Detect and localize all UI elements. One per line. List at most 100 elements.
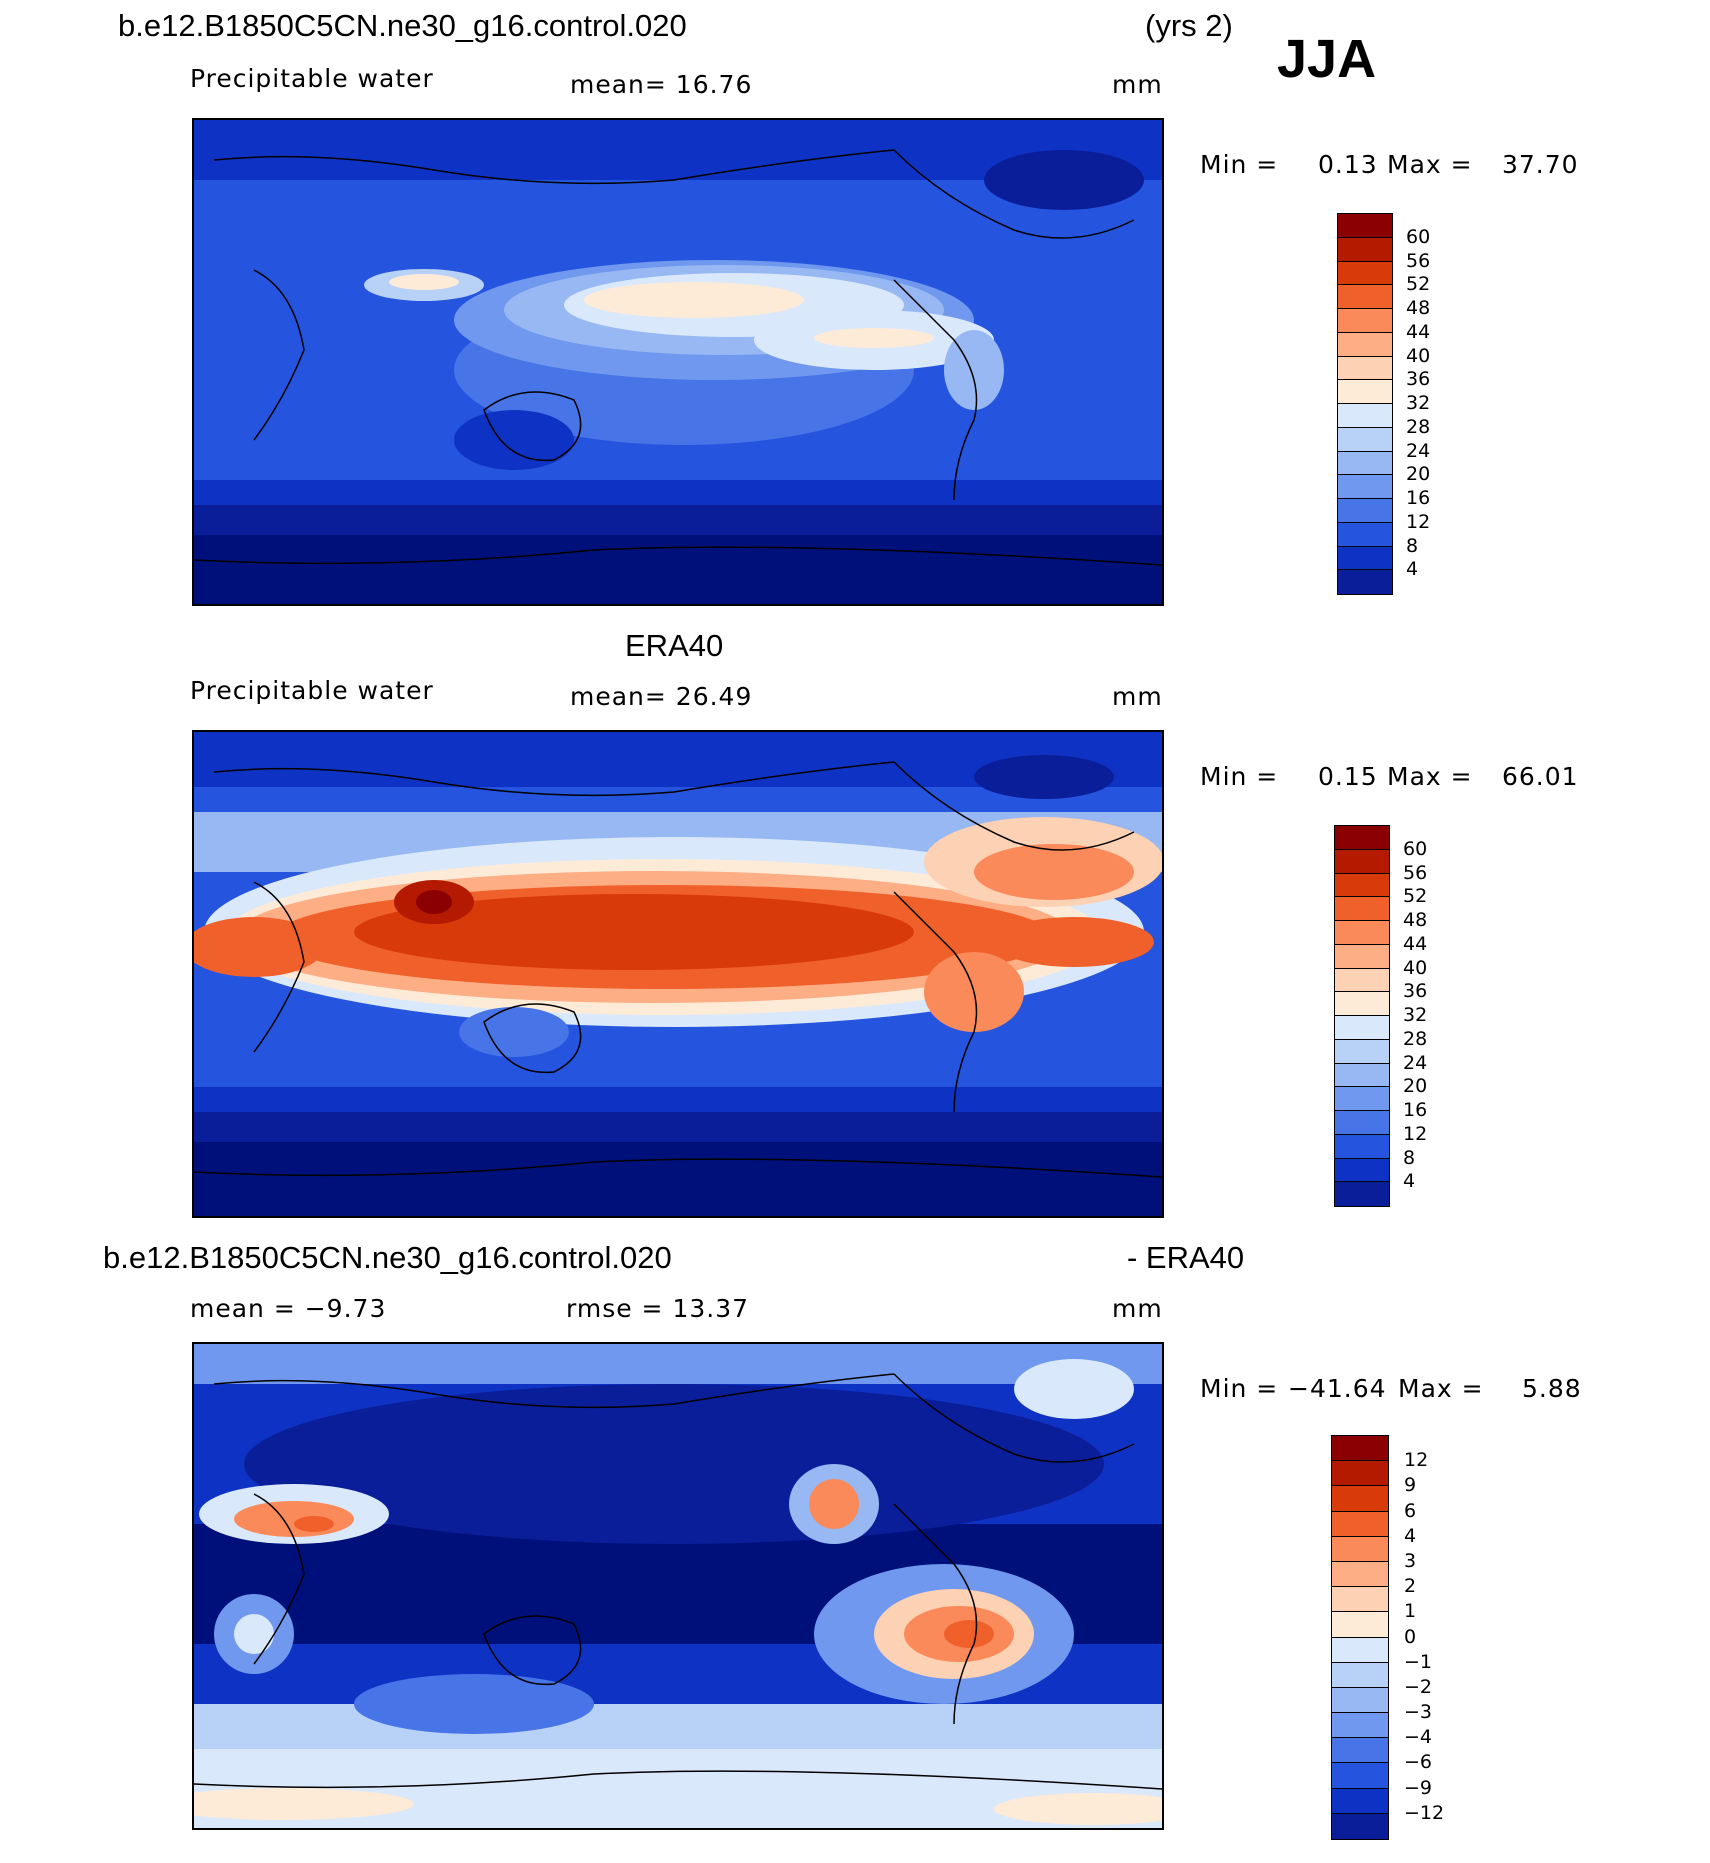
panel1-min-label: Min = bbox=[1200, 150, 1279, 179]
panel2-title: ERA40 bbox=[625, 628, 724, 663]
panel3-map bbox=[192, 1342, 1164, 1830]
colorbar-tick-label: −9 bbox=[1404, 1776, 1433, 1799]
colorbar-tick-label: −6 bbox=[1404, 1751, 1433, 1774]
colorbar-segment bbox=[1335, 1158, 1389, 1183]
panel3-min-label: Min = bbox=[1200, 1374, 1279, 1403]
colorbar-segment bbox=[1335, 1111, 1389, 1135]
colorbar-segment bbox=[1335, 897, 1389, 921]
panel2-max-value: 66.01 bbox=[1502, 762, 1579, 791]
colorbar-tick-label: 52 bbox=[1403, 885, 1428, 908]
colorbar-tick-label: 28 bbox=[1403, 1027, 1428, 1050]
panel2-colorbar bbox=[1334, 825, 1390, 1207]
colorbar-segment bbox=[1332, 1637, 1388, 1663]
colorbar-segment bbox=[1332, 1612, 1388, 1638]
colorbar-tick-label: 6 bbox=[1404, 1499, 1417, 1522]
colorbar-tick-label: 60 bbox=[1403, 837, 1428, 860]
colorbar-segment bbox=[1335, 1087, 1389, 1111]
panel2-min-label: Min = bbox=[1200, 762, 1279, 791]
colorbar-segment bbox=[1338, 261, 1392, 286]
colorbar-segment bbox=[1335, 944, 1389, 969]
panel3-units: mm bbox=[1112, 1294, 1163, 1323]
colorbar-segment bbox=[1335, 826, 1389, 850]
colorbar-segment bbox=[1335, 873, 1389, 898]
panel1-max-value: 37.70 bbox=[1502, 150, 1579, 179]
colorbar-segment bbox=[1335, 1016, 1389, 1040]
colorbar-tick-label: −3 bbox=[1404, 1701, 1433, 1724]
season-label: JJA bbox=[1277, 29, 1377, 89]
panel1-min-value: 0.13 bbox=[1318, 150, 1378, 179]
colorbar-segment bbox=[1338, 380, 1392, 404]
colorbar-segment bbox=[1332, 1738, 1388, 1764]
colorbar-segment bbox=[1338, 309, 1392, 333]
colorbar-tick-label: 12 bbox=[1403, 1122, 1428, 1145]
colorbar-segment bbox=[1335, 849, 1389, 874]
panel2-min-value: 0.15 bbox=[1318, 762, 1378, 791]
panel3-min-value: −41.64 bbox=[1288, 1374, 1387, 1403]
colorbar-tick-label: 28 bbox=[1406, 415, 1431, 438]
colorbar-segment bbox=[1338, 237, 1392, 262]
colorbar-tick-label: 48 bbox=[1406, 297, 1431, 319]
panel1-units: mm bbox=[1112, 70, 1163, 99]
colorbar-segment bbox=[1332, 1536, 1388, 1562]
colorbar-tick-label: 60 bbox=[1406, 225, 1431, 248]
colorbar-tick-label: 24 bbox=[1403, 1051, 1428, 1074]
colorbar-tick-label: 20 bbox=[1403, 1075, 1428, 1098]
colorbar-segment bbox=[1335, 1063, 1389, 1088]
colorbar-tick-label: 44 bbox=[1403, 932, 1428, 955]
colorbar-tick-label: 20 bbox=[1406, 463, 1431, 486]
panel1-mean: mean= 16.76 bbox=[570, 70, 753, 99]
panel3-max-value: 5.88 bbox=[1522, 1374, 1582, 1403]
colorbar-tick-label: −1 bbox=[1404, 1650, 1433, 1673]
colorbar-tick-label: 32 bbox=[1403, 1004, 1428, 1026]
colorbar-segment bbox=[1338, 332, 1392, 357]
colorbar-segment bbox=[1332, 1763, 1388, 1789]
colorbar-segment bbox=[1338, 285, 1392, 309]
colorbar-segment bbox=[1338, 214, 1392, 238]
panel1-variable: Precipitable water bbox=[190, 64, 434, 93]
colorbar-tick-label: 32 bbox=[1406, 392, 1431, 414]
colorbar-tick-label: 12 bbox=[1406, 510, 1431, 533]
panel2-map bbox=[192, 730, 1164, 1218]
colorbar-tick-label: 44 bbox=[1406, 320, 1431, 343]
colorbar-segment bbox=[1332, 1788, 1388, 1814]
case-title: b.e12.B1850C5CN.ne30_g16.control.020 bbox=[118, 8, 687, 43]
colorbar-segment bbox=[1338, 499, 1392, 523]
panel2-field bbox=[194, 732, 1162, 1216]
panel3-max-label: Max = bbox=[1398, 1374, 1484, 1403]
panel1-max-label: Max = bbox=[1387, 150, 1473, 179]
colorbar-tick-label: 56 bbox=[1403, 861, 1428, 884]
panel3-rmse: rmse = 13.37 bbox=[566, 1294, 750, 1323]
colorbar-segment bbox=[1338, 546, 1392, 571]
colorbar-segment bbox=[1335, 1039, 1389, 1064]
colorbar-tick-label: 2 bbox=[1404, 1575, 1417, 1598]
colorbar-segment bbox=[1338, 356, 1392, 381]
colorbar-segment bbox=[1332, 1662, 1388, 1688]
colorbar-tick-label: 1 bbox=[1404, 1600, 1417, 1623]
colorbar-tick-label: −2 bbox=[1404, 1675, 1433, 1698]
colorbar-segment bbox=[1335, 1134, 1389, 1159]
colorbar-segment bbox=[1338, 427, 1392, 452]
colorbar-segment bbox=[1338, 570, 1392, 594]
colorbar-tick-label: 16 bbox=[1403, 1099, 1428, 1121]
colorbar-tick-label: 4 bbox=[1406, 558, 1419, 581]
colorbar-segment bbox=[1335, 968, 1389, 993]
colorbar-tick-label: 36 bbox=[1406, 368, 1431, 391]
colorbar-tick-label: 9 bbox=[1404, 1474, 1417, 1497]
panel3-title: b.e12.B1850C5CN.ne30_g16.control.020 bbox=[103, 1240, 672, 1275]
colorbar-segment bbox=[1332, 1813, 1388, 1839]
panel2-max-label: Max = bbox=[1387, 762, 1473, 791]
colorbar-segment bbox=[1332, 1587, 1388, 1613]
colorbar-segment bbox=[1335, 1182, 1389, 1206]
colorbar-tick-label: 8 bbox=[1406, 534, 1419, 557]
colorbar-segment bbox=[1338, 475, 1392, 499]
colorbar-tick-label: 52 bbox=[1406, 273, 1431, 296]
colorbar-segment bbox=[1338, 451, 1392, 476]
colorbar-tick-label: 4 bbox=[1403, 1170, 1416, 1193]
colorbar-segment bbox=[1332, 1561, 1388, 1588]
colorbar-tick-label: −12 bbox=[1404, 1801, 1445, 1824]
colorbar-tick-label: 24 bbox=[1406, 439, 1431, 462]
colorbar-segment bbox=[1332, 1486, 1388, 1512]
panel3-field bbox=[194, 1344, 1162, 1828]
colorbar-tick-label: 4 bbox=[1404, 1524, 1417, 1547]
colorbar-segment bbox=[1332, 1461, 1388, 1487]
